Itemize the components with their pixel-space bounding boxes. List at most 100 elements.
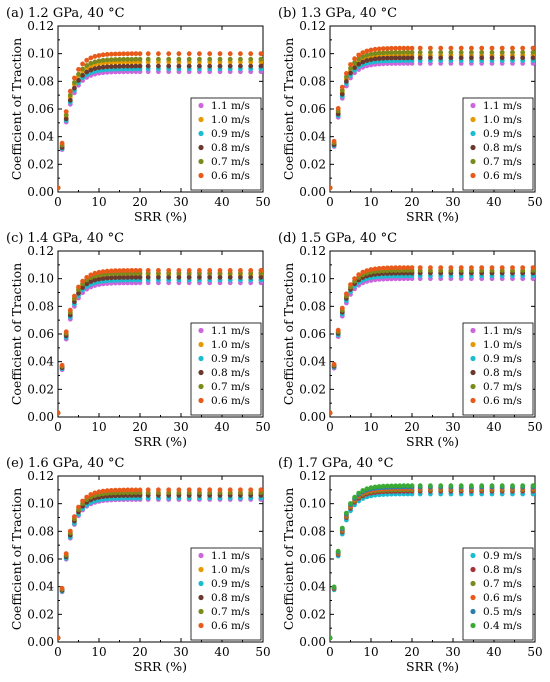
data-point (63, 116, 69, 122)
y-tick-label: 0.04 (27, 130, 54, 144)
data-point (352, 276, 357, 281)
data-point (67, 307, 73, 313)
x-tick-label: 0 (54, 645, 62, 659)
data-point (380, 46, 386, 51)
data-point (438, 265, 444, 270)
data-point (88, 272, 94, 278)
data-point (227, 63, 233, 69)
data-markers (330, 45, 535, 191)
data-point (331, 584, 337, 590)
data-point (59, 585, 65, 591)
data-point (72, 80, 77, 85)
x-tick-label: 30 (173, 645, 188, 659)
data-point (125, 268, 131, 273)
data-point (176, 51, 182, 57)
data-point (330, 410, 333, 416)
data-point (137, 51, 143, 57)
data-point (227, 274, 233, 280)
x-tick-label: 20 (132, 645, 147, 659)
data-point (401, 55, 407, 61)
data-point (331, 361, 337, 367)
data-point (104, 275, 110, 281)
data-point (72, 85, 77, 91)
data-point (84, 57, 90, 63)
legend-entry: 0.8 m/s (483, 564, 522, 576)
data-point (217, 274, 223, 280)
y-tick-label: 0.08 (299, 299, 326, 313)
x-tick-label: 0 (326, 195, 334, 209)
legend-entry: 0.6 m/s (211, 395, 250, 407)
data-point (360, 59, 366, 65)
data-point (368, 47, 374, 53)
data-point (469, 265, 474, 270)
data-point (108, 488, 114, 493)
data-point (344, 510, 349, 516)
data-point (96, 53, 102, 58)
data-point (166, 51, 172, 57)
data-point (88, 67, 94, 73)
legend-entry: 1.1 m/s (211, 100, 250, 112)
y-tick-label: 0.02 (27, 382, 54, 396)
data-point (248, 51, 254, 57)
data-point (405, 49, 411, 55)
legend-marker (470, 158, 476, 165)
y-axis-label: Coefficient of Traction (281, 263, 296, 405)
data-point (428, 55, 433, 61)
data-point (92, 66, 98, 71)
data-point (258, 63, 263, 69)
data-point (405, 483, 411, 489)
data-point (348, 501, 353, 506)
data-point (258, 51, 263, 57)
data-point (63, 329, 69, 335)
y-tick-label: 0.10 (27, 272, 54, 286)
data-point (401, 265, 407, 271)
data-point (227, 51, 233, 57)
y-tick-label: 0.02 (299, 382, 326, 396)
data-point (227, 487, 233, 493)
legend-marker (198, 383, 204, 390)
y-tick-label: 0.02 (299, 607, 326, 621)
data-point (397, 50, 403, 55)
y-axis-label: Coefficient of Traction (9, 488, 24, 630)
data-point (113, 275, 118, 280)
panel-title: (a) 1.2 GPa, 40 °C (6, 6, 125, 21)
data-point (458, 55, 464, 61)
data-point (186, 63, 192, 69)
data-point (339, 525, 345, 531)
data-point (166, 63, 172, 69)
data-point (489, 55, 495, 61)
legend-entry: 0.4 m/s (483, 620, 522, 632)
data-point (197, 487, 202, 493)
x-tick-label: 50 (255, 645, 270, 659)
data-point (417, 49, 423, 55)
data-point (352, 56, 357, 62)
data-point (393, 45, 398, 51)
data-point (121, 56, 126, 62)
y-axis-label: Coefficient of Traction (9, 263, 24, 405)
data-point (405, 45, 411, 51)
x-tick-label: 40 (486, 195, 501, 209)
data-point (100, 269, 106, 274)
legend-marker (198, 552, 204, 559)
data-point (530, 55, 535, 61)
data-point (207, 56, 213, 62)
data-point (92, 270, 98, 276)
data-point (207, 51, 213, 57)
legend-entry: 1.0 m/s (483, 114, 522, 126)
x-tick-label: 20 (404, 195, 419, 209)
x-tick-label: 0 (54, 195, 62, 209)
data-point (207, 63, 213, 69)
data-point (360, 50, 366, 55)
data-point (217, 63, 223, 69)
data-point (409, 265, 415, 270)
y-tick-label: 0.10 (299, 497, 326, 511)
data-point (360, 269, 366, 275)
data-point (207, 274, 213, 280)
data-point (207, 487, 213, 493)
data-point (217, 56, 223, 62)
legend-entry: 1.0 m/s (211, 339, 250, 351)
data-point (100, 488, 106, 494)
y-tick-label: 0.04 (27, 580, 54, 594)
data-point (389, 50, 394, 55)
data-point (113, 51, 118, 57)
